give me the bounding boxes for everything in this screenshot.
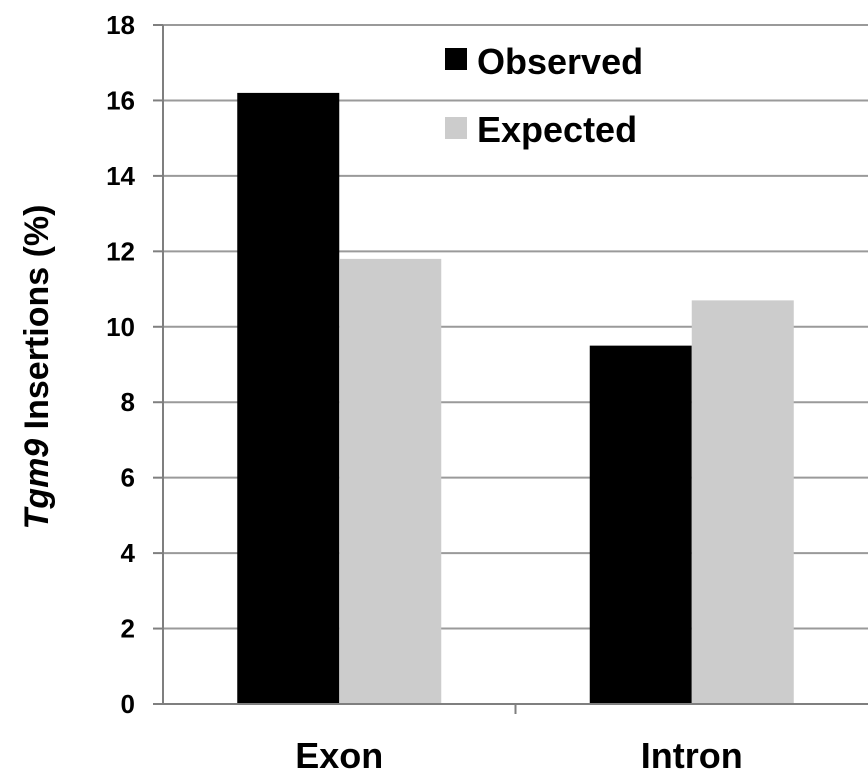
y-tick-label: 4 bbox=[121, 538, 136, 568]
y-tick-label: 16 bbox=[106, 85, 135, 115]
y-tick-label: 2 bbox=[121, 614, 135, 644]
bar-observed-exon bbox=[237, 92, 340, 704]
y-axis-title-gene: Tgm9 bbox=[18, 439, 56, 530]
x-category-labels: Exon Intron bbox=[295, 735, 743, 771]
y-tick-label: 8 bbox=[121, 387, 135, 417]
legend-label-observed: Observed bbox=[477, 41, 643, 82]
y-tick-label: 6 bbox=[121, 463, 135, 493]
legend-swatch-expected bbox=[445, 117, 467, 139]
y-axis-title-rest: Insertions (%) bbox=[18, 205, 56, 439]
legend: Observed Expected bbox=[445, 41, 643, 150]
bar-expected-intron bbox=[691, 300, 794, 704]
y-tick-label: 12 bbox=[106, 236, 135, 266]
bars bbox=[237, 92, 794, 704]
y-tick-label: 14 bbox=[106, 161, 135, 191]
x-category-label: Intron bbox=[641, 735, 743, 771]
bar-expected-exon bbox=[339, 258, 442, 704]
y-tick-label: 10 bbox=[106, 312, 135, 342]
axes bbox=[153, 24, 868, 714]
y-tick-labels: 0 2 4 6 8 10 12 14 16 18 bbox=[106, 10, 135, 719]
legend-label-expected: Expected bbox=[477, 109, 637, 150]
y-axis-title: Tgm9 Insertions (%) bbox=[18, 205, 56, 530]
y-tick-label: 18 bbox=[106, 10, 135, 40]
x-category-label: Exon bbox=[295, 735, 383, 771]
legend-swatch-observed bbox=[445, 48, 467, 70]
bar-observed-intron bbox=[589, 345, 692, 704]
y-tick-label: 0 bbox=[121, 689, 135, 719]
